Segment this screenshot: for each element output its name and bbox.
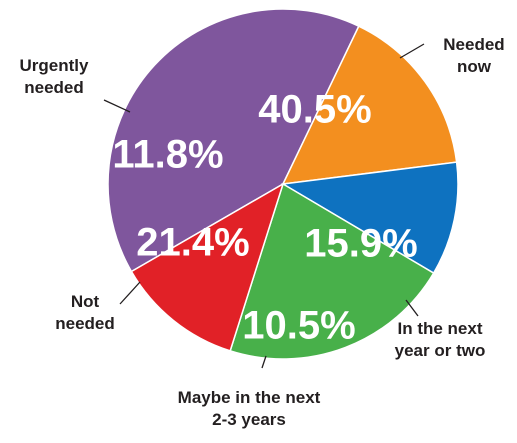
slice-percent-label: 15.9% <box>304 222 417 266</box>
pie-slices <box>107 8 459 360</box>
category-labels: Needed now In the next year or two Maybe in … <box>20 35 505 429</box>
leader-line <box>405 299 419 317</box>
leader-line <box>103 99 131 113</box>
pie-slice-5 <box>130 182 285 352</box>
leader-lines <box>103 43 425 369</box>
leader-line <box>261 355 267 369</box>
leader-line <box>119 281 141 305</box>
slice-category-label: Urgently needed <box>20 56 90 97</box>
slice-category-label: Needed now <box>443 35 504 76</box>
pie-slice-3 <box>280 161 459 275</box>
leader-line <box>399 43 425 59</box>
slice-percent-label: 40.5% <box>258 88 371 132</box>
slice-category-label: Maybe in the next 2-3 years <box>178 388 321 429</box>
slice-category-label: In the next year or two <box>395 319 486 360</box>
percent-labels: 40.5% 15.9% 10.5% 21.4% 11.8% <box>112 88 417 348</box>
slice-category-label: Not needed <box>55 292 115 333</box>
slice-percent-label: 21.4% <box>136 221 249 265</box>
pie-slice-4 <box>229 182 435 360</box>
slice-percent-label: 10.5% <box>242 304 355 348</box>
pie-slice-1 <box>107 8 360 273</box>
pie-slice-2 <box>281 25 458 185</box>
slice-percent-label: 11.8% <box>112 133 223 177</box>
